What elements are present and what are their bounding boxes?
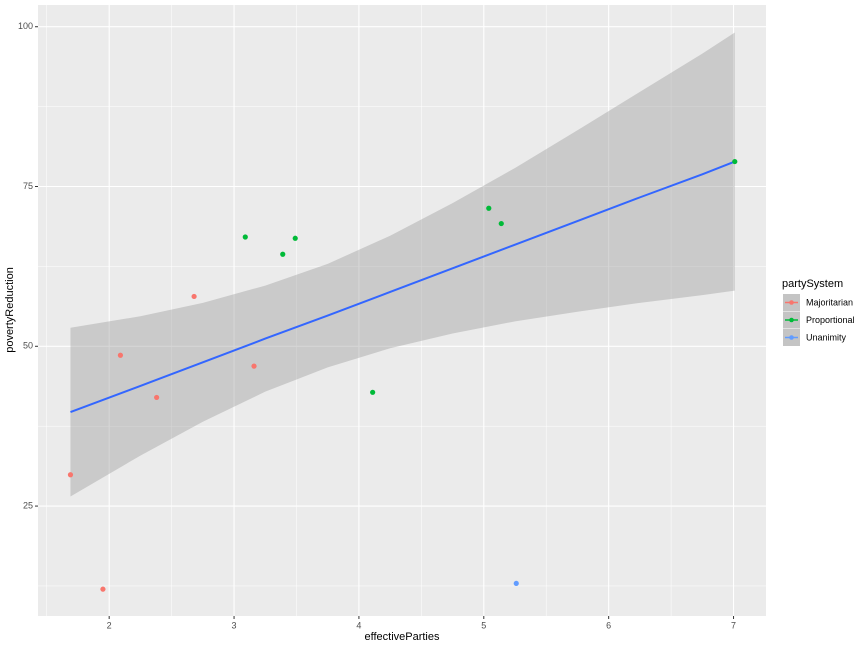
point	[154, 394, 160, 401]
y-tick-label: 50	[23, 341, 33, 351]
point	[67, 472, 74, 478]
x-tick-label: 4	[356, 620, 361, 630]
legend-point	[789, 335, 794, 340]
x-tick-label: 2	[107, 620, 112, 630]
legend-title: partySystem	[782, 278, 843, 290]
point	[251, 363, 257, 369]
point	[732, 158, 738, 165]
x-axis-title: effectiveParties	[364, 631, 440, 643]
legend-point	[789, 300, 794, 305]
legend-label: Proportional	[806, 315, 855, 325]
legend-label: Majoritarian	[806, 297, 853, 307]
point	[100, 586, 106, 592]
point	[486, 205, 492, 211]
x-tick-label: 3	[232, 620, 237, 630]
fit-line	[70, 160, 736, 414]
y-tick-label: 75	[23, 181, 33, 191]
point	[513, 580, 519, 587]
point	[280, 251, 286, 257]
y-tick-label: 25	[23, 500, 33, 510]
point	[498, 220, 504, 227]
point	[370, 389, 376, 395]
x-tick-label: 7	[731, 620, 736, 630]
point	[292, 235, 298, 241]
confidence-band	[70, 32, 735, 497]
legend-label: Unanimity	[806, 332, 847, 342]
point	[117, 352, 124, 358]
point	[242, 234, 248, 240]
x-tick-label: 5	[481, 620, 486, 630]
y-axis-title: povertyReduction	[4, 267, 16, 353]
x-tick-label: 6	[606, 620, 611, 630]
legend-point	[789, 317, 794, 323]
y-tick-label: 100	[18, 21, 33, 31]
point	[191, 293, 197, 300]
